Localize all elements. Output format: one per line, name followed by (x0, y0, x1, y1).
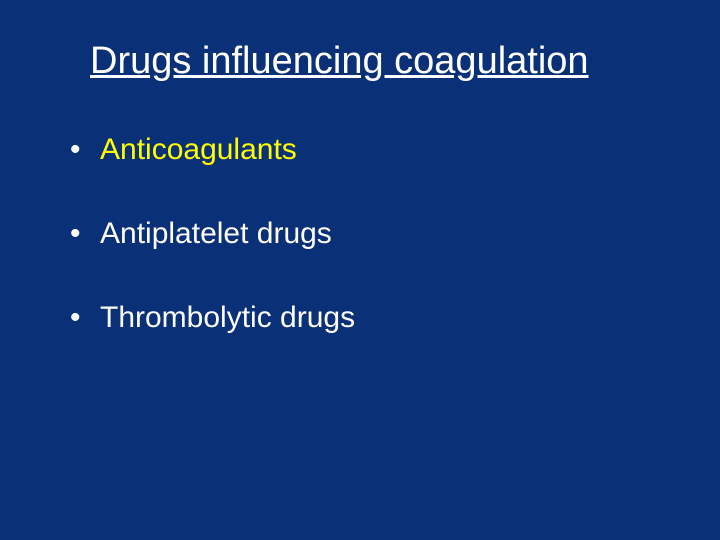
list-item: Thrombolytic drugs (70, 301, 660, 335)
bullet-text: Anticoagulants (100, 133, 297, 166)
slide-title: Drugs influencing coagulation (90, 40, 660, 83)
bullet-text: Thrombolytic drugs (100, 301, 355, 334)
presentation-slide: Drugs influencing coagulation Anticoagul… (0, 0, 720, 540)
bullet-text: Antiplatelet drugs (100, 217, 332, 250)
list-item: Anticoagulants (70, 133, 660, 167)
bullet-list: Anticoagulants Antiplatelet drugs Thromb… (60, 133, 660, 335)
list-item: Antiplatelet drugs (70, 217, 660, 251)
